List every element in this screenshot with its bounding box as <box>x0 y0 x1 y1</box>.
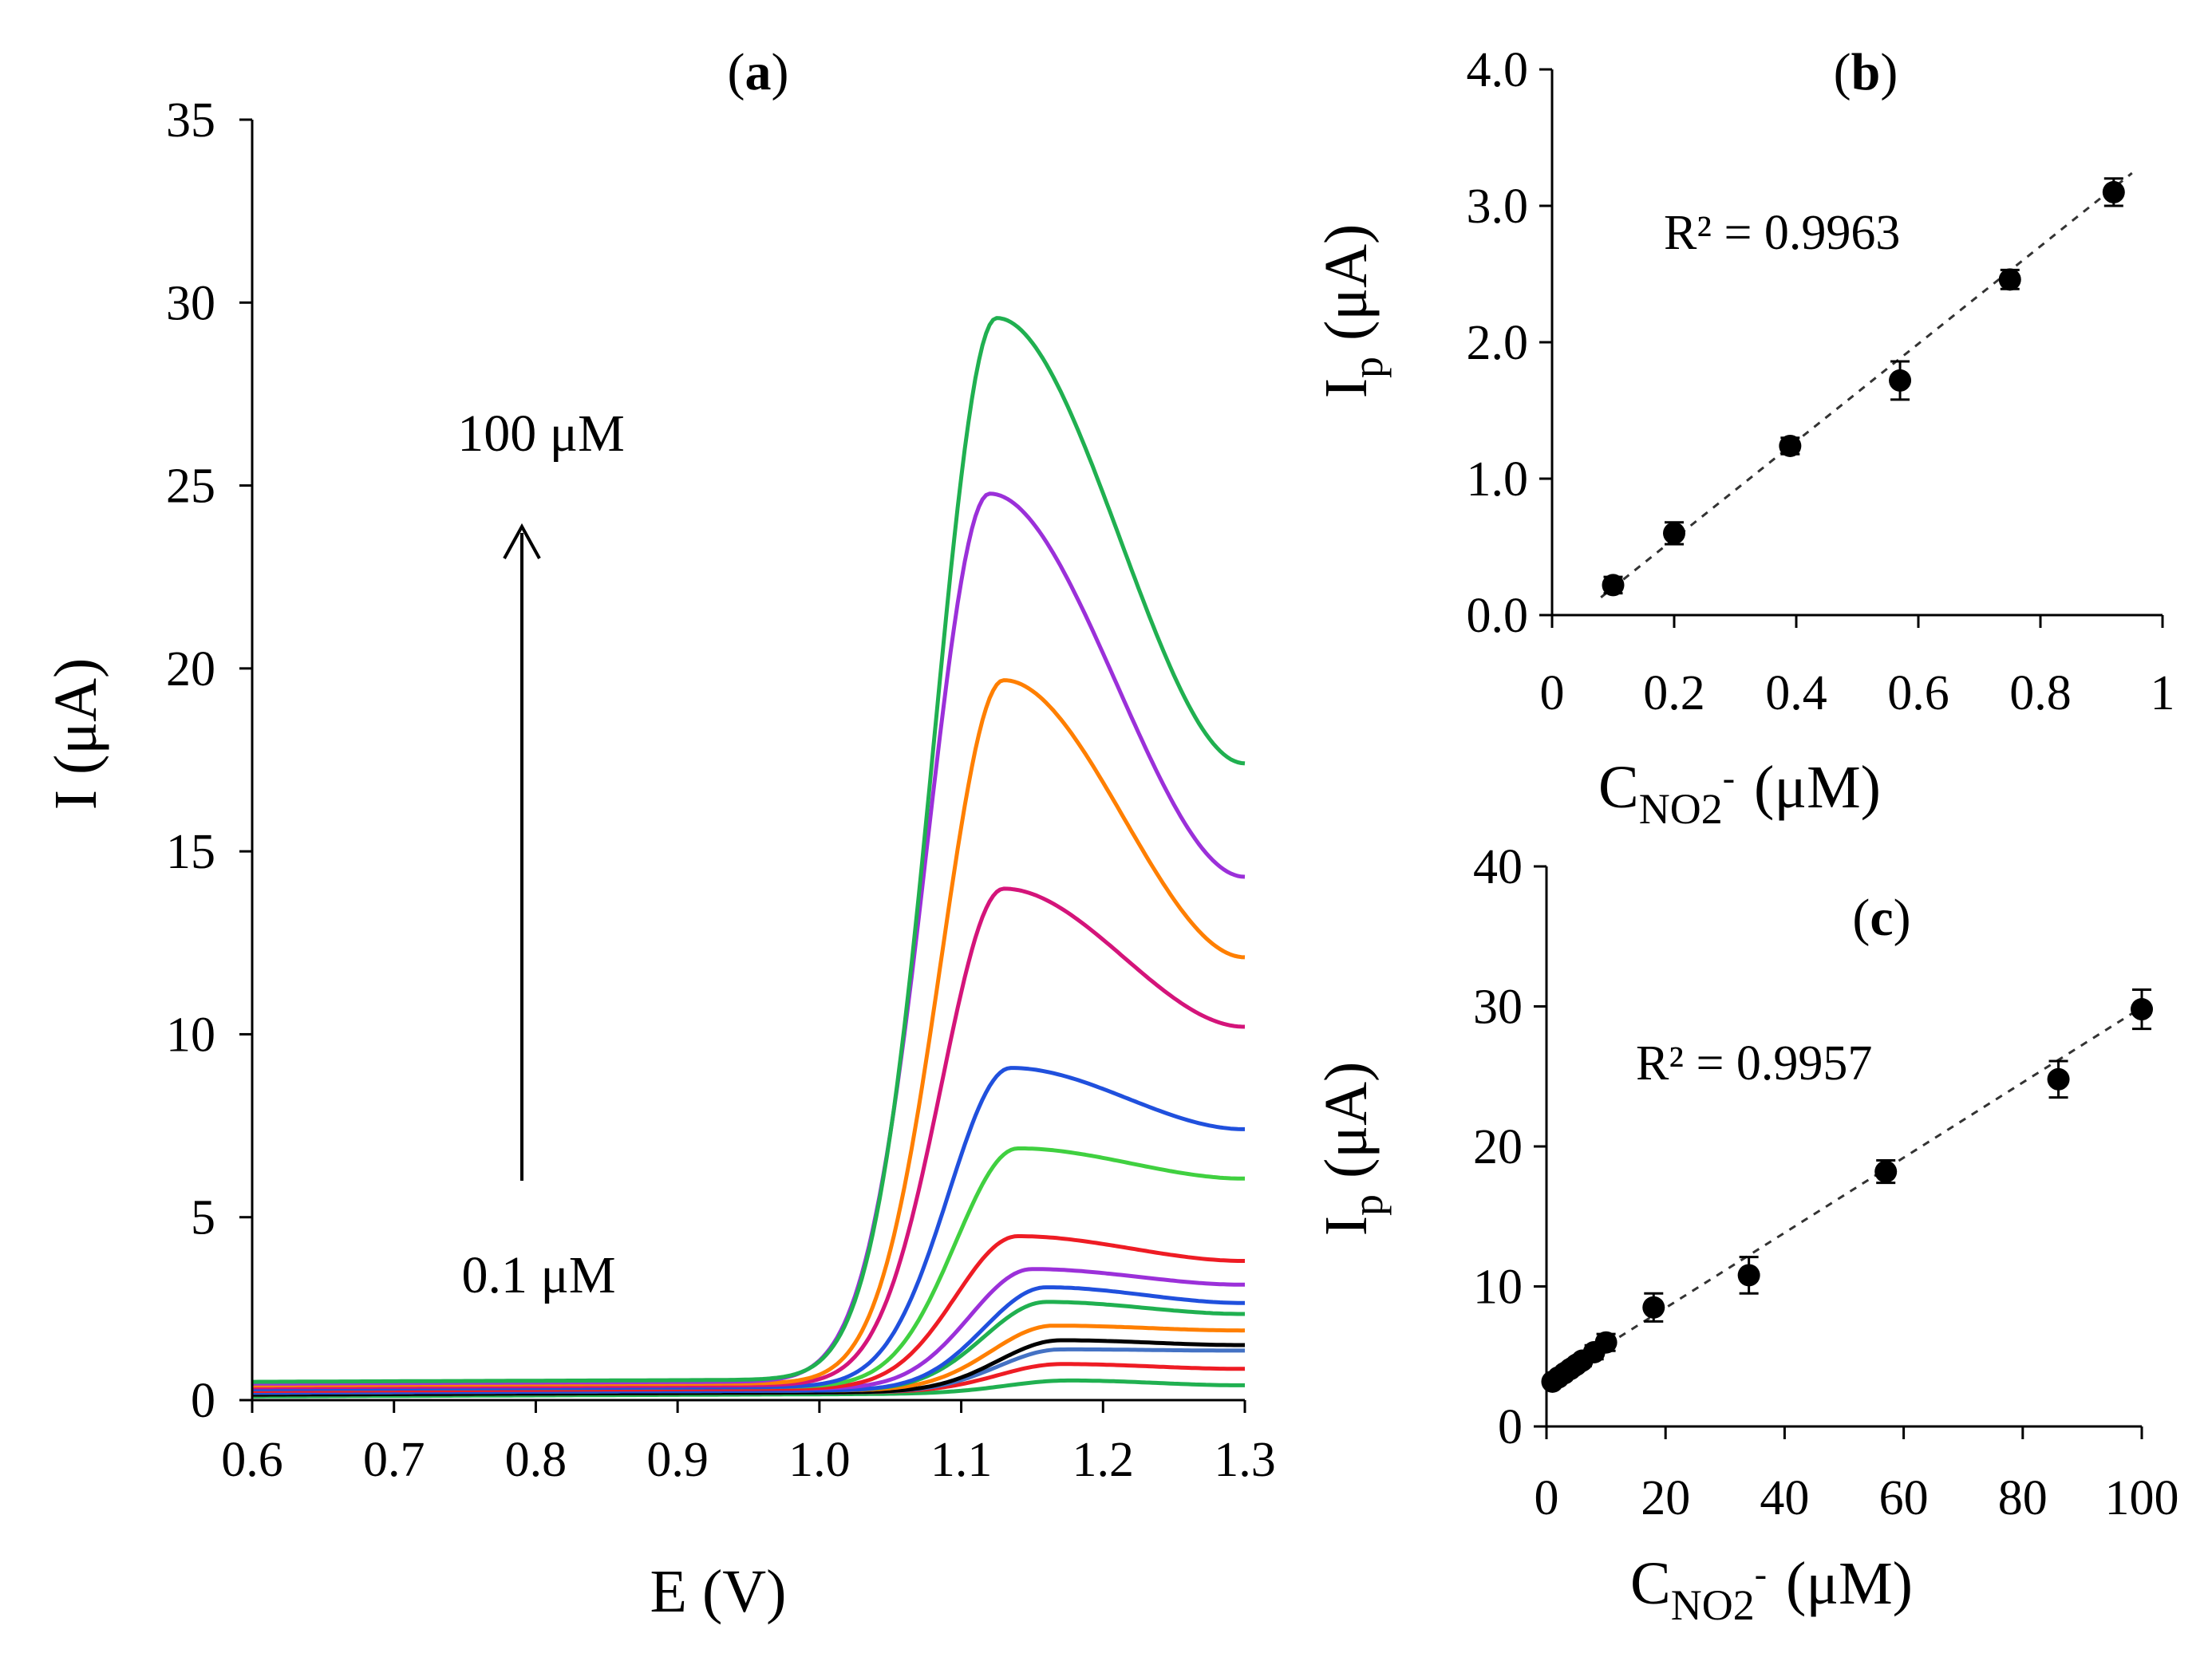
panel-b-data-point <box>2102 180 2125 203</box>
panel-a-x-tick-label: 1.2 <box>1072 1433 1135 1487</box>
panel-a-x-tick-label: 0.9 <box>646 1433 709 1487</box>
panel-c-y-tick-label: 40 <box>1473 840 1523 894</box>
panel-b-plot: 0.0 1.0 2.0 3.0 4.0 0 0.2 0.4 0.6 0.8 1 <box>1467 43 2175 720</box>
panel-c-y-axis-title-sub: p <box>1344 1194 1392 1216</box>
panel-a-y-axis-title: I (μA) <box>42 658 109 811</box>
panel-b-x-tick-label: 0.6 <box>1887 666 1949 720</box>
panel-b-y-axis-title: Ip (μA) <box>1313 224 1392 399</box>
panel-c-fit-line <box>1546 1002 2149 1384</box>
panel-b-y-axis-title-unit: (μA) <box>1313 224 1380 341</box>
panel-c-y-tick-label: 0 <box>1498 1400 1523 1454</box>
panel-b-title-letter: b <box>1851 43 1881 101</box>
panel-c-data-point <box>1642 1296 1665 1319</box>
panel-b-y-axis-title-base: I <box>1313 378 1380 398</box>
concentration-arrow <box>503 523 541 1181</box>
panel-a-y-tick-label: 35 <box>166 93 215 148</box>
panel-b-x-tick-label: 0 <box>1540 666 1565 720</box>
panel-a-y-tick-label: 15 <box>166 825 215 879</box>
panel-b-fit-line <box>1600 172 2133 598</box>
panel-a-x-tick-label: 1.0 <box>788 1433 851 1487</box>
panel-c-data-point <box>2131 998 2153 1021</box>
annotation-bottom-label: 0.1 μM <box>461 1246 615 1304</box>
panel-a-y-tick-label: 0 <box>191 1374 215 1428</box>
voltammetry-curves <box>251 316 1246 1399</box>
panel-c-x-tick-label: 60 <box>1879 1471 1929 1525</box>
panel-c-title-letter: c <box>1870 889 1893 947</box>
panel-b-r-squared: R² = 0.9963 <box>1664 206 1900 260</box>
panel-c-x-axis-title: CNO2- (μM) <box>1630 1550 1913 1629</box>
panel-c-x-tick-label: 20 <box>1641 1471 1690 1525</box>
panel-c-y-tick-label: 20 <box>1473 1120 1523 1174</box>
panel-c-x-tick-label: 0 <box>1535 1471 1559 1525</box>
panel-b-x-axis-title-base: C <box>1598 754 1639 821</box>
panel-b-title: (b) <box>1834 43 1898 101</box>
panel-c-y-tick-label: 10 <box>1473 1261 1523 1315</box>
panel-a-x-tick-label: 0.7 <box>363 1433 425 1487</box>
panel-c-data-point <box>1737 1264 1760 1287</box>
panel-c-r-squared: R² = 0.9957 <box>1636 1036 1872 1091</box>
panel-a-title-letter: a <box>745 43 772 101</box>
panel-c-x-tick-label: 80 <box>1998 1471 2048 1525</box>
panel-b-x-axis-title-unit: (μM) <box>1754 754 1881 821</box>
annotation-top-label: 100 μM <box>457 404 625 463</box>
series-line-s15 <box>252 316 1246 1384</box>
panel-a-x-tick-label: 0.6 <box>221 1433 283 1487</box>
panel-b-x-tick-label: 1 <box>2151 666 2175 720</box>
panel-c-x-tick-label: 100 <box>2105 1471 2179 1525</box>
panel-c-x-axis-title-sub: NO2 <box>1671 1581 1755 1629</box>
panel-b-chart: 0.0 1.0 2.0 3.0 4.0 0 0.2 0.4 0.6 0.8 1 (b) R² = 0… <box>1313 43 2175 833</box>
panel-a-axes: 0 5 10 15 20 25 30 35 0.6 0.7 0.8 0.9 1.0 1.1 1.2 1.3 <box>166 93 1276 1487</box>
panel-a-x-tick-label: 0.8 <box>505 1433 567 1487</box>
panel-c-y-axis-title-base: I <box>1313 1216 1380 1236</box>
panel-b-x-tick-label: 0.4 <box>1765 666 1827 720</box>
panel-b-data-point <box>1889 369 1912 392</box>
panel-b-data-point <box>1779 434 1802 457</box>
panel-b-x-tick-label: 0.8 <box>2009 666 2072 720</box>
arrow-head <box>503 523 541 559</box>
panel-a-y-tick-label: 25 <box>166 460 215 514</box>
panel-c-data-point <box>2047 1067 2070 1091</box>
panel-c-y-axis-title: Ip (μA) <box>1313 1062 1392 1237</box>
panel-c-x-axis-title-base: C <box>1630 1550 1671 1617</box>
panel-b-y-tick-label: 1.0 <box>1467 452 1529 507</box>
panel-c-data-point <box>1874 1160 1898 1183</box>
panel-c-y-axis-title-unit: (μA) <box>1313 1062 1380 1178</box>
panel-a-x-tick-label: 1.3 <box>1214 1433 1276 1487</box>
panel-b-data-point <box>1663 522 1685 545</box>
panel-a-y-tick-label: 20 <box>166 642 215 696</box>
panel-b-x-axis-title-sub: NO2 <box>1639 785 1723 833</box>
panel-c-data-point <box>1594 1331 1618 1354</box>
panel-a-y-tick-label: 10 <box>166 1008 215 1062</box>
panel-c-y-tick-label: 30 <box>1473 980 1523 1035</box>
panel-a-y-tick-label: 30 <box>166 276 215 330</box>
panel-a-title: (a) <box>728 43 789 101</box>
panel-a-x-tick-label: 1.1 <box>930 1433 993 1487</box>
panel-c-plot: 0 10 20 30 40 0 20 40 60 80 100 <box>1473 840 2179 1525</box>
panel-c-x-tick-label: 40 <box>1760 1471 1809 1525</box>
panel-c-x-axis-title-unit: (μM) <box>1786 1550 1913 1617</box>
panel-b-y-axis-title-sub: p <box>1344 357 1392 378</box>
panel-b-y-tick-label: 2.0 <box>1467 316 1529 370</box>
panel-a-x-axis-title: E (V) <box>650 1558 787 1625</box>
panel-b-y-tick-label: 0.0 <box>1467 589 1529 643</box>
panel-b-y-tick-label: 3.0 <box>1467 180 1529 234</box>
panel-c-title: (c) <box>1852 889 1910 947</box>
panel-c-chart: 0 10 20 30 40 0 20 40 60 80 100 (c) R² = 0.9957 CN… <box>1313 840 2179 1629</box>
panel-c-x-axis-title-sup: - <box>1755 1553 1767 1594</box>
panel-b-data-point <box>1602 574 1625 597</box>
panel-a-chart: 0 5 10 15 20 25 30 35 0.6 0.7 0.8 0.9 1.0 1.1 1.2 1.3 1… <box>42 43 1276 1625</box>
panel-b-x-axis-title-sup: - <box>1723 757 1735 798</box>
panel-b-x-tick-label: 0.2 <box>1643 666 1705 720</box>
panel-a-y-tick-label: 5 <box>191 1191 215 1245</box>
panel-b-y-tick-label: 4.0 <box>1467 43 1529 97</box>
panel-b-data-point <box>1998 268 2021 291</box>
panel-b-x-axis-title: CNO2- (μM) <box>1598 754 1881 833</box>
